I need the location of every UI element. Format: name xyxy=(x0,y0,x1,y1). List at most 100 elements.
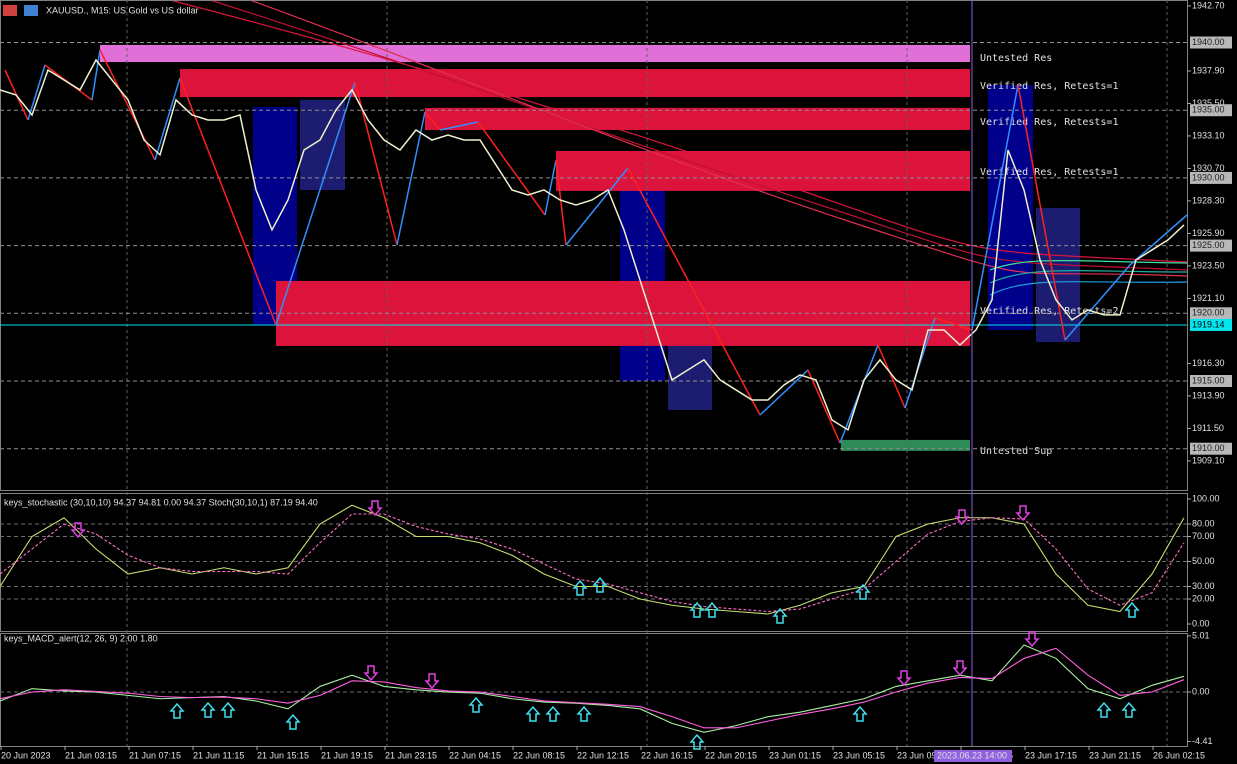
buy-arrow xyxy=(689,733,705,750)
y-tick-label: 80.00 xyxy=(1192,518,1215,528)
zigzag xyxy=(807,369,841,444)
zigzag xyxy=(759,369,809,416)
zigzag xyxy=(1129,214,1188,266)
sell-arrow xyxy=(367,500,383,517)
level-box xyxy=(1190,307,1232,320)
level-label: 1930.00 xyxy=(1192,172,1225,182)
zigzag xyxy=(565,167,629,246)
y-tick-label: 30.00 xyxy=(1192,581,1215,591)
zones xyxy=(100,44,970,451)
level-label: 1935.00 xyxy=(1192,105,1225,115)
cursor-box xyxy=(934,750,1012,762)
x-tick-label: 23 Jun 21:15 xyxy=(1089,750,1141,760)
y-tick-label: 1937.90 xyxy=(1192,65,1225,75)
x-tick-label: 23 Jun 09:15 xyxy=(897,750,949,760)
x-tick-label: 22 Jun 04:15 xyxy=(449,750,501,760)
level-box xyxy=(1190,442,1232,455)
level-box xyxy=(1190,104,1232,117)
save-icon xyxy=(24,5,38,16)
zone xyxy=(841,439,970,451)
buy-arrow xyxy=(468,696,484,713)
indicator-line xyxy=(0,504,1185,615)
y-tick-label: -4.41 xyxy=(1192,736,1213,746)
x-tick-label: 21 Jun 19:15 xyxy=(321,750,373,760)
y-tick-label: 1935.50 xyxy=(1192,98,1225,108)
buy-arrow xyxy=(1124,601,1140,618)
box xyxy=(300,100,345,190)
zone xyxy=(425,107,970,130)
buy-arrow xyxy=(772,607,788,624)
y-tick-label: 1930.70 xyxy=(1192,163,1225,173)
buy-arrow xyxy=(200,701,216,718)
ma-line xyxy=(989,270,1188,284)
zigzag xyxy=(934,317,973,331)
x-tick-label: 21 Jun 03:15 xyxy=(65,750,117,760)
zone xyxy=(556,150,970,191)
y-tick-label: 0.00 xyxy=(1192,686,1210,696)
indicator-line xyxy=(0,513,1185,613)
buy-arrow xyxy=(220,701,236,718)
sell-arrow xyxy=(954,509,970,526)
box xyxy=(620,166,665,381)
ma-line xyxy=(169,0,1188,263)
price-line xyxy=(0,58,1185,432)
y-tick-label: 1916.30 xyxy=(1192,358,1225,368)
zigzag xyxy=(971,84,1019,331)
zigzag xyxy=(396,111,426,246)
sell-arrow xyxy=(363,665,379,682)
sell-arrow xyxy=(70,522,86,539)
buy-arrow xyxy=(285,713,301,730)
zigzag xyxy=(424,111,441,131)
zigzag xyxy=(627,167,761,416)
zigzag xyxy=(877,344,906,409)
zigzag xyxy=(439,121,479,131)
y-tick-label: 1923.50 xyxy=(1192,260,1225,270)
x-tick-label: 21 Jun 23:15 xyxy=(385,750,437,760)
ma-line xyxy=(989,281,1188,296)
buy-arrow xyxy=(855,583,871,600)
y-tick-label: 1933.10 xyxy=(1192,130,1225,140)
buy-arrow xyxy=(545,705,561,722)
x-tick-label: 23 Jun 17:15 xyxy=(1025,750,1077,760)
x-tick-label: 23 Jun 01:15 xyxy=(769,750,821,760)
x-tick-label: 21 Jun 11:15 xyxy=(193,750,244,760)
x-tick-label: 22 Jun 12:15 xyxy=(577,750,629,760)
zone-label: Verified Res, Retests=1 xyxy=(980,167,1118,178)
x-tick-label: 26 Jun 02:15 xyxy=(1153,750,1205,760)
y-tick-label: 1909.10 xyxy=(1192,455,1225,465)
y-tick-label: 1921.10 xyxy=(1192,293,1225,303)
y-tick-label: 1925.90 xyxy=(1192,228,1225,238)
symbol-title: XAUUSD., M15: US Gold vs US dollar xyxy=(46,5,199,15)
panel-frame xyxy=(0,633,1188,747)
y-tick-label: 20.00 xyxy=(1192,593,1215,603)
y-tick-label: 70.00 xyxy=(1192,531,1215,541)
current-price-box xyxy=(1190,318,1232,331)
buy-arrow xyxy=(525,705,541,722)
zigzag xyxy=(477,121,546,216)
buy-arrow xyxy=(689,601,705,618)
buy-arrow xyxy=(704,601,720,618)
sell-arrow xyxy=(424,673,440,690)
zone xyxy=(180,69,970,98)
level-box xyxy=(1190,36,1232,49)
zigzag xyxy=(179,77,277,326)
level-box xyxy=(1190,239,1232,252)
buy-arrow xyxy=(1096,701,1112,718)
zone-label: Untested Res xyxy=(980,53,1052,64)
zigzag xyxy=(154,77,181,161)
x-tick-label: 21 Jun 15:15 xyxy=(257,750,309,760)
sell-arrow xyxy=(1024,631,1040,648)
zone-label: Verified Res, Retests=1 xyxy=(980,117,1118,128)
indicator-line xyxy=(0,647,1185,729)
zone xyxy=(100,44,970,63)
x-tick-label: 21 Jun 07:15 xyxy=(129,750,181,760)
zigzag xyxy=(1064,264,1131,341)
buy-arrow xyxy=(592,576,608,593)
x-tick-label: 20 Jun 2023 xyxy=(1,750,51,760)
zigzag xyxy=(555,159,567,246)
stoch-header: keys_stochastic (30,10,10) 94.37 94.81 0… xyxy=(4,497,318,507)
x-tick-label: 22 Jun 20:15 xyxy=(705,750,757,760)
zone-label: Verified Res, Retests=1 xyxy=(980,81,1118,92)
zigzag xyxy=(1017,84,1066,341)
